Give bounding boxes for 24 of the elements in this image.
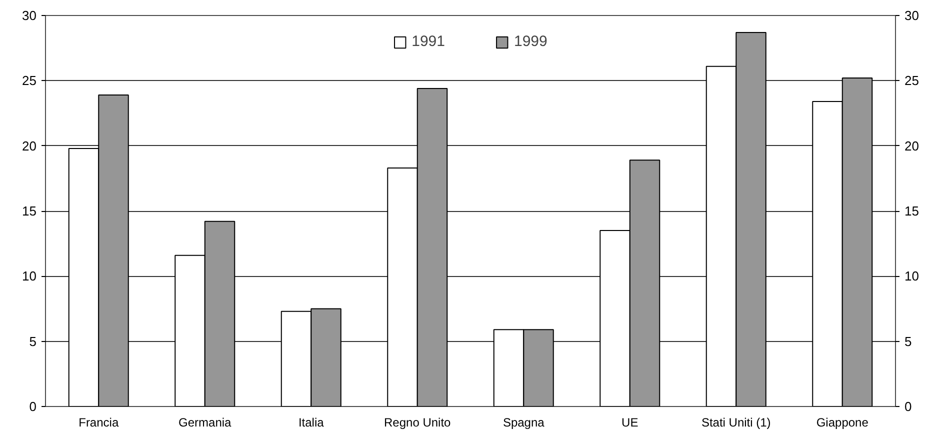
y2-tick-label: 5 xyxy=(904,334,912,349)
x-tick-label: Germania xyxy=(178,416,232,430)
y2-tick-label: 10 xyxy=(904,268,919,284)
x-tick-label: UE xyxy=(622,416,638,430)
y2-tick-label: 0 xyxy=(904,399,912,414)
y2-tick-label: 25 xyxy=(904,73,919,88)
y2-tick-label: 15 xyxy=(904,204,919,218)
x-tick-label: Regno Unito xyxy=(384,416,452,430)
y2-tick-label: 30 xyxy=(904,8,919,23)
x-tick-label: Stati Uniti (1) xyxy=(701,416,771,430)
x-tick-label: Italia xyxy=(298,416,324,430)
legend-label: 1999 xyxy=(514,33,548,50)
legend-label: 1991 xyxy=(412,33,445,50)
y-tick-label: 15 xyxy=(22,204,37,218)
y-tick-label: 5 xyxy=(29,334,37,349)
y-tick-label: 10 xyxy=(22,268,37,284)
y-tick-label: 25 xyxy=(22,73,37,88)
x-tick-label: Spagna xyxy=(502,416,545,430)
y-tick-label: 0 xyxy=(29,399,37,414)
y-tick-label: 30 xyxy=(22,8,37,23)
y2-tick-label: 20 xyxy=(904,138,919,154)
x-tick-label: Francia xyxy=(78,416,119,430)
y-tick-label: 20 xyxy=(22,138,37,154)
x-tick-label: Giappone xyxy=(816,416,869,430)
